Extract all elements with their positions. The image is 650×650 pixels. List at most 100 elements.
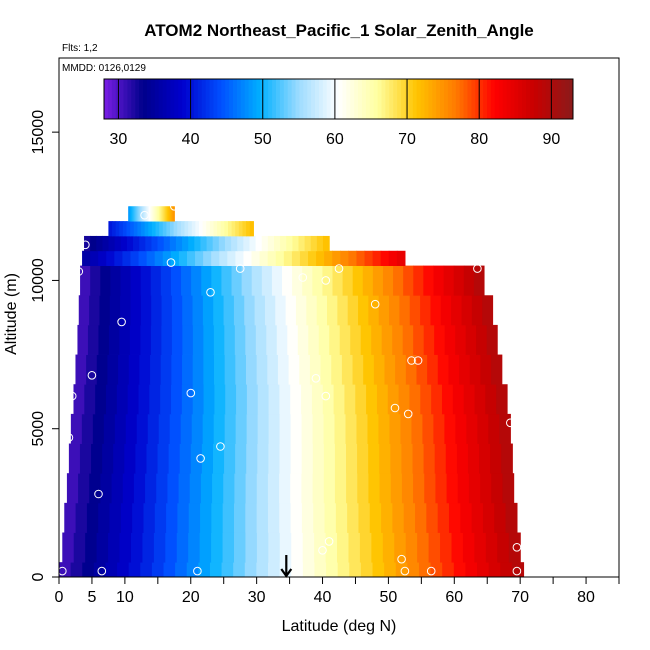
- sample-point: [512, 543, 522, 552]
- sample-point: [321, 276, 331, 285]
- sample-point: [97, 566, 107, 576]
- colorbar-cell: [252, 79, 257, 119]
- heatmap-cell: [352, 265, 364, 296]
- heatmap-cell: [500, 562, 513, 578]
- heatmap-cell: [130, 221, 135, 237]
- heatmap-cell: [161, 295, 173, 326]
- heatmap-cell: [157, 235, 165, 252]
- sample-point: [216, 442, 225, 451]
- heatmap-cell: [227, 250, 236, 266]
- heatmap-cell: [357, 473, 370, 504]
- heatmap-cell: [246, 443, 258, 474]
- heatmap-cell: [405, 532, 418, 563]
- heatmap-cell: [233, 562, 246, 578]
- heatmap-cell: [467, 443, 480, 474]
- heatmap-cell: [334, 443, 347, 474]
- heatmap-cell: [310, 235, 318, 252]
- heatmap-cell: [356, 250, 366, 266]
- colorbar-cell: [232, 79, 238, 119]
- heatmap-cell: [312, 473, 325, 504]
- heatmap-cell: [122, 473, 135, 504]
- heatmap-cell: [150, 324, 162, 355]
- colorbar-cell: [213, 79, 218, 119]
- heatmap-cell: [418, 562, 432, 578]
- heatmap-cell: [482, 502, 495, 533]
- colorbar-cell: [565, 79, 570, 119]
- heatmap-cell: [143, 206, 145, 222]
- heatmap-cell: [268, 562, 281, 578]
- heatmap-cell: [486, 324, 498, 355]
- heatmap-cell: [242, 221, 247, 237]
- heatmap-cell: [188, 502, 201, 533]
- colorbar-tick-label: 30: [110, 131, 128, 148]
- x-axis-title: Latitude (deg N): [282, 618, 397, 635]
- colorbar-cell: [487, 79, 492, 119]
- heatmap-cell: [130, 532, 144, 563]
- colorbar-cell: [182, 79, 187, 119]
- heatmap-cell: [117, 562, 130, 578]
- heatmap-cell: [308, 250, 317, 266]
- heatmap-cell: [192, 384, 205, 415]
- heatmap-cell: [133, 206, 136, 222]
- heatmap-cell: [312, 265, 323, 296]
- heatmap-cell: [368, 443, 380, 474]
- heatmap-cell: [395, 354, 407, 385]
- heatmap-cell: [130, 295, 142, 326]
- colorbar-cell: [170, 79, 175, 119]
- heatmap-cell: [162, 250, 172, 266]
- heatmap-cell: [389, 413, 402, 444]
- heatmap-cell: [81, 413, 94, 444]
- colorbar-cell: [561, 79, 566, 119]
- heatmap-cell: [98, 250, 107, 266]
- heatmap-cell: [384, 562, 397, 578]
- heatmap-cell: [151, 206, 153, 222]
- heatmap-cell: [109, 502, 122, 533]
- heatmap-cell: [337, 562, 350, 578]
- sample-points: [58, 202, 522, 576]
- heatmap-cell: [372, 265, 384, 296]
- heatmap-cell: [443, 265, 455, 296]
- heatmap-cell: [301, 473, 314, 504]
- heatmap-cell: [271, 265, 283, 296]
- colorbar-cell: [428, 79, 433, 119]
- heatmap-cell: [290, 502, 303, 533]
- colorbar-cell: [205, 79, 211, 119]
- heatmap-cell: [130, 250, 140, 266]
- heatmap-cell: [461, 295, 473, 326]
- heatmap-cell: [151, 295, 163, 326]
- heatmap-cell: [115, 221, 120, 237]
- heatmap-cell: [171, 324, 183, 355]
- heatmap-cell: [251, 265, 263, 296]
- colorbar-cell: [162, 79, 168, 119]
- colorbar-cell: [209, 79, 214, 119]
- colorbar-cell: [127, 79, 132, 119]
- heatmap-cell: [412, 443, 425, 474]
- heatmap-cell: [477, 413, 489, 444]
- sample-point: [64, 433, 74, 442]
- heatmap-cell: [423, 443, 436, 474]
- arrow-head: [280, 568, 293, 578]
- heatmap-cell: [206, 221, 211, 237]
- heatmap-cell: [224, 443, 236, 474]
- heatmap-cell: [268, 384, 281, 415]
- heatmap-cell: [151, 221, 157, 237]
- y-tick-label: 5000: [30, 411, 47, 447]
- heatmap-cell: [465, 562, 478, 578]
- colorbar-cell: [467, 79, 472, 119]
- heatmap-cell: [329, 324, 341, 355]
- heatmap-cell: [420, 295, 432, 326]
- heatmap-cell: [92, 413, 105, 444]
- heatmap-cell: [508, 532, 521, 563]
- heatmap-cell: [122, 250, 132, 266]
- heatmap-cell: [325, 532, 338, 563]
- heatmap-cell: [108, 235, 116, 252]
- heatmap-cell: [171, 206, 174, 222]
- heatmap-cell: [255, 324, 267, 355]
- heatmap-cell: [231, 235, 238, 252]
- colorbar-cell: [533, 79, 539, 119]
- heatmap-cell: [199, 221, 204, 237]
- colorbar-cell: [420, 79, 425, 119]
- heatmap-cell: [173, 221, 178, 237]
- heatmap-cell: [180, 413, 193, 444]
- heatmap-cell: [428, 532, 441, 563]
